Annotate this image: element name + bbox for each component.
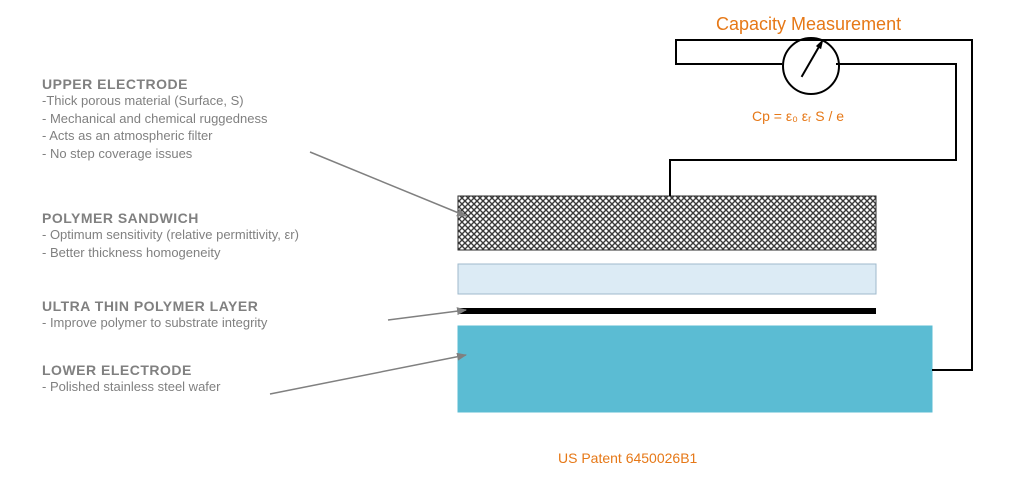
label-lower-electrode: LOWER ELECTRODE- Polished stainless stee… (42, 362, 220, 396)
diagram-stage: Capacity Measurement Cp = ε₀ εᵣ S / e UP… (0, 0, 1024, 500)
label-polymer-sandwich: POLYMER SANDWICH- Optimum sensitivity (r… (42, 210, 299, 261)
patent-caption: US Patent 6450026B1 (558, 450, 697, 466)
callout-arrow-1 (388, 310, 466, 320)
capacity-title: Capacity Measurement (716, 14, 901, 35)
label-line-ultra-thin-polymer-0: - Improve polymer to substrate integrity (42, 314, 267, 332)
meter-icon (782, 37, 840, 95)
label-line-upper-electrode-2: - Acts as an atmospheric filter (42, 127, 267, 145)
capacity-formula: Cp = ε₀ εᵣ S / e (752, 108, 844, 124)
layer-lower-electrode (458, 326, 932, 412)
callout-arrow-2 (270, 355, 466, 394)
label-line-polymer-sandwich-1: - Better thickness homogeneity (42, 244, 299, 262)
label-ultra-thin-polymer: ULTRA THIN POLYMER LAYER- Improve polyme… (42, 298, 267, 332)
label-title-ultra-thin-polymer: ULTRA THIN POLYMER LAYER (42, 298, 267, 314)
label-upper-electrode: UPPER ELECTRODE-Thick porous material (S… (42, 76, 267, 162)
label-line-upper-electrode-0: -Thick porous material (Surface, S) (42, 92, 267, 110)
label-title-lower-electrode: LOWER ELECTRODE (42, 362, 220, 378)
label-line-polymer-sandwich-0: - Optimum sensitivity (relative permitti… (42, 226, 299, 244)
label-line-upper-electrode-3: - No step coverage issues (42, 145, 267, 163)
layer-polymer-sandwich (458, 264, 876, 294)
layer-upper-electrode (458, 196, 876, 250)
label-line-lower-electrode-0: - Polished stainless steel wafer (42, 378, 220, 396)
layer-ultra-thin-polymer (458, 308, 876, 314)
label-line-upper-electrode-1: - Mechanical and chemical ruggedness (42, 110, 267, 128)
label-title-polymer-sandwich: POLYMER SANDWICH (42, 210, 299, 226)
callout-arrow-0 (310, 152, 466, 216)
label-title-upper-electrode: UPPER ELECTRODE (42, 76, 267, 92)
